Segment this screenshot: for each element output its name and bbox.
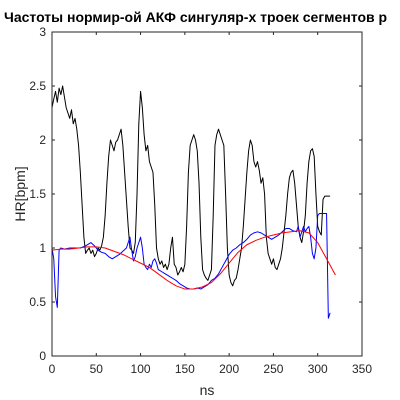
x-tick-label: 50 <box>90 362 104 376</box>
x-tick-label: 100 <box>131 362 151 376</box>
x-axis-label: ns <box>200 382 215 398</box>
x-tick-label: 300 <box>308 362 328 376</box>
y-axis-label: HR[bpm] <box>12 166 28 221</box>
x-tick-label: 350 <box>352 362 372 376</box>
x-tick-label: 200 <box>219 362 239 376</box>
y-tick-label: 2.5 <box>29 79 46 93</box>
y-tick-label: 0.5 <box>29 295 46 309</box>
y-tick-label: 0 <box>39 349 46 363</box>
plot-background <box>52 32 362 356</box>
ticks-layer: 0 50 100 150 200 250 300 350 0 0.5 1 1.5 2 2.5 3 <box>29 25 372 376</box>
y-tick-label: 1.5 <box>29 187 46 201</box>
y-tick-label: 3 <box>39 25 46 39</box>
x-tick-label: 250 <box>263 362 283 376</box>
series-line-red <box>51 230 336 290</box>
y-tick-label: 2 <box>39 133 46 147</box>
series-line-black <box>51 85 331 287</box>
y-tick-label: 1 <box>39 241 46 255</box>
x-tick-label: 150 <box>175 362 195 376</box>
series-layer <box>51 85 336 319</box>
plot-frame <box>51 31 363 357</box>
x-tick-label: 0 <box>49 362 56 376</box>
chart-title: Частоты нормир-ой АКФ сингуляр-х троек с… <box>4 9 387 25</box>
